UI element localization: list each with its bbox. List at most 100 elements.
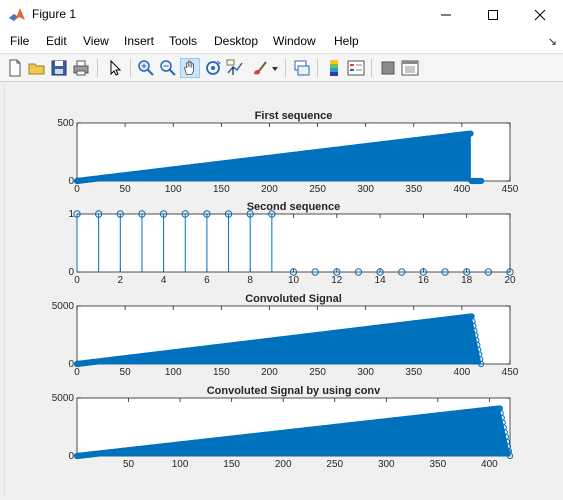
pan-hand-icon[interactable] [180,58,200,78]
menu-window[interactable]: Window [273,34,316,48]
x-tick-label: 450 [502,367,519,378]
stem-marker [467,130,474,137]
figure-canvas[interactable]: First sequence 0 50 100 150 200 250 300 350 400 45… [4,83,560,496]
menu-tools[interactable]: Tools [169,34,198,48]
stem-marker [463,268,471,276]
stem-marker [478,360,485,368]
x-tick-label: 14 [375,275,387,286]
x-tick-label: 100 [165,367,182,378]
x-tick-label: 300 [357,367,374,378]
stem-marker [94,210,103,218]
stem-marker [354,268,363,276]
stem-marker [333,268,341,276]
x-tick-label: 400 [481,459,498,470]
brush-dropdown-icon[interactable] [270,58,280,78]
x-tick-label: 0 [74,367,80,378]
close-icon [534,9,546,21]
window-title: Figure 1 [32,7,77,21]
axes-4: Convoluted Signal by using conv 50 100 150 2… [52,385,514,470]
insert-colorbar-icon[interactable] [324,58,344,78]
x-tick-label: 150 [213,367,230,378]
x-tick-label: 200 [261,367,278,378]
x-tick-label: 20 [504,275,516,286]
menu-view[interactable]: View [83,34,109,48]
toolbar-separator [130,59,131,77]
stem-marker [181,210,189,218]
toolbar-separator [371,59,372,77]
new-figure-icon[interactable] [5,58,25,78]
axes-3: Convoluted Signal 0 50 100 150 200 250 300 350 40… [52,293,519,378]
x-tick-label: 50 [120,184,132,195]
insert-legend-icon[interactable] [346,58,366,78]
stem-marker [289,268,298,276]
y-tick-label: 0 [68,176,74,187]
x-tick-label: 400 [454,367,471,378]
y-tick-label: 500 [57,118,74,129]
stem-marker [478,177,485,185]
x-tick-label: 250 [309,367,326,378]
x-tick-label: 50 [123,459,135,470]
edit-plot-arrow-icon[interactable] [105,58,125,78]
x-tick-label: 300 [357,184,374,195]
x-tick-label: 150 [213,184,230,195]
x-tick-label: 0 [74,275,80,286]
y-tick-label: 5000 [52,301,75,312]
brush-icon[interactable] [250,58,270,78]
minimize-button[interactable] [423,0,469,30]
toolbar-separator [285,59,286,77]
x-tick-label: 250 [309,184,326,195]
stem-marker [73,210,81,218]
x-tick-label: 2 [118,275,124,286]
save-icon[interactable] [49,58,69,78]
x-tick-label: 100 [165,184,182,195]
y-tick-label: 0 [68,359,74,370]
menu-help[interactable]: Help [334,34,359,48]
x-tick-label: 100 [172,459,189,470]
matlab-logo-icon [9,8,25,21]
x-tick-label: 8 [247,275,253,286]
axes-title: Convoluted Signal by using conv [207,385,381,397]
stem-marker [203,210,211,218]
x-tick-label: 12 [331,275,343,286]
stem-marker [419,268,428,276]
maximize-button[interactable] [470,0,516,30]
x-tick-label: 200 [275,459,292,470]
axes-2: Second sequence 0 2 4 6 8 10 12 14 16 18 20 0 1 [68,201,516,286]
y-tick-label: 5000 [52,393,75,404]
menu-edit[interactable]: Edit [46,34,67,48]
open-file-icon[interactable] [27,58,47,78]
stem-marker [398,268,406,276]
link-plot-icon[interactable] [292,58,312,78]
print-icon[interactable] [71,58,91,78]
maximize-icon [488,10,498,20]
stem-marker [506,452,514,460]
y-tick-label: 0 [68,451,74,462]
stem-marker [116,210,125,218]
x-tick-label: 300 [378,459,395,470]
dock-arrow-icon[interactable]: ↘ [547,36,557,48]
toolbar-separator [317,59,318,77]
stem-marker [268,210,276,218]
axes-title: First sequence [255,110,333,122]
menu-file[interactable]: File [10,34,30,48]
data-cursor-icon[interactable] [225,58,245,78]
close-button[interactable] [517,0,563,30]
hide-plot-tools-icon[interactable] [378,58,398,78]
toolbar-separator [97,59,98,77]
zoom-in-icon[interactable] [136,58,156,78]
x-tick-label: 350 [405,184,422,195]
axes-title: Convoluted Signal [245,293,342,305]
rotate-3d-icon[interactable] [203,58,223,78]
stem-marker [311,268,319,276]
x-tick-label: 400 [454,184,471,195]
menu-insert[interactable]: Insert [124,34,155,48]
x-tick-label: 250 [326,459,343,470]
x-tick-label: 18 [461,275,473,286]
show-plot-tools-icon[interactable] [400,58,420,78]
axes-title: Second sequence [247,201,341,213]
menu-desktop[interactable]: Desktop [214,34,259,48]
zoom-out-icon[interactable] [158,58,178,78]
title-bar: Figure 1 [0,0,563,30]
x-tick-label: 4 [161,275,167,286]
